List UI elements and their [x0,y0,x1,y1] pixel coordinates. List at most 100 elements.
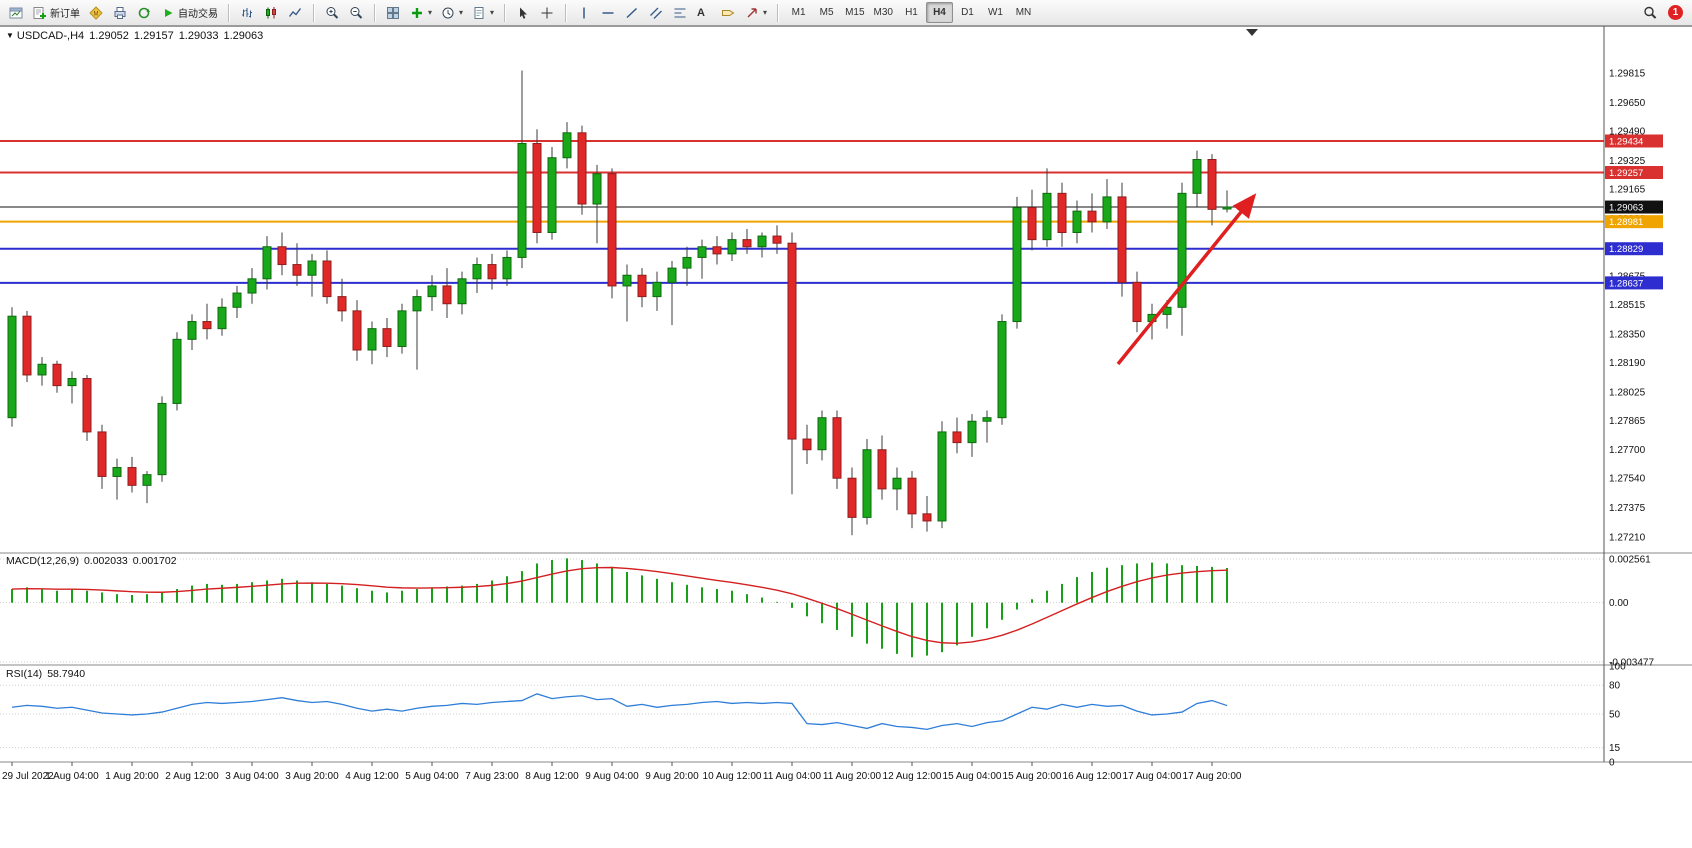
metaeditor-button[interactable]: M [85,2,108,23]
crosshair-button[interactable] [536,2,559,23]
timeframe-mn[interactable]: MN [1010,2,1037,23]
toolbar-separator [565,3,568,22]
time-tick-label: 7 Aug 23:00 [465,771,519,782]
candle-up [262,246,272,280]
candle-up [67,378,77,387]
timeframe-d1[interactable]: D1 [954,2,981,23]
candle-down [487,264,497,280]
arrow-tools-button[interactable]: ▾ [741,2,771,23]
timeframe-w1[interactable]: W1 [982,2,1009,23]
cursor-button[interactable] [512,2,535,23]
notification-badge[interactable]: 1 [1668,5,1683,20]
chart-menu-caret-icon[interactable]: ▼ [6,31,14,40]
time-tick-label: 9 Aug 20:00 [645,771,699,782]
rsi-axis-label: 0 [1609,758,1615,769]
candle-down [322,260,332,298]
zoom-in-button[interactable] [321,2,344,23]
candle-up [247,278,257,294]
autotrade-button[interactable]: 自动交易 [157,2,222,23]
text-label-button[interactable] [717,2,740,23]
shift-marker-icon[interactable] [1246,29,1258,36]
candle-up [1042,192,1052,241]
chart-canvas[interactable]: 1.29815 1.29650 1.29490 1.29325 1.29165 1.290… [0,26,1692,848]
timeframe-m5[interactable]: M5 [813,2,840,23]
horizontal-line-button[interactable] [597,2,620,23]
indicators-add-icon [410,6,424,20]
new-order-button[interactable]: 新订单 [29,2,84,23]
rsi-value: 58.7940 [47,668,86,680]
refresh-button[interactable] [133,2,156,23]
timeframe-h4[interactable]: H4 [925,2,953,23]
candle-down [577,132,587,205]
print-icon [113,6,127,20]
timeframe-m15[interactable]: M15 [841,2,868,23]
periods-button[interactable]: ▾ [437,2,467,23]
price-tick-label: 1.28515 [1609,300,1646,311]
candle-down [442,285,452,305]
time-tick-label: 4 Aug 12:00 [345,771,399,782]
candle-up [652,281,662,298]
zoom-out-button[interactable] [345,2,368,23]
print-button[interactable] [109,2,132,23]
candle-up [892,477,902,490]
macd-axis-label: -0.003477 [1609,658,1654,669]
price-tick-label: 1.27540 [1609,474,1646,485]
time-tick-label: 11 Aug 04:00 [763,771,822,782]
vertical-line-button[interactable] [573,2,596,23]
candle-up [982,417,992,422]
candle-up [817,417,827,451]
trend-arrow[interactable] [1116,193,1257,366]
search-icon [1643,6,1657,20]
timeframe-group: M1 M5 M15 M30 H1 H4 D1 W1 MN [785,2,1037,23]
price-tick-label: 1.29650 [1609,98,1646,109]
candle-down [1027,207,1037,241]
channel-button[interactable] [645,2,668,23]
search-button[interactable] [1639,2,1662,23]
candlestick-button[interactable] [260,2,283,23]
toolbar-separator [313,3,315,22]
crosshair-icon [540,6,554,20]
candle-up [667,267,677,283]
rsi-name: RSI(14) [6,668,43,680]
price-badge [1605,242,1663,256]
tile-windows-button[interactable] [382,2,405,23]
price-level-lines[interactable] [0,139,1604,284]
templates-button[interactable]: ▾ [468,2,498,23]
price-tick-label: 1.28350 [1609,330,1646,341]
timeframe-m30[interactable]: M30 [870,2,897,23]
line-chart-button[interactable] [284,2,307,23]
candle-down [1057,192,1067,234]
indicators-button[interactable]: ▾ [406,2,436,23]
timeframe-m1[interactable]: M1 [785,2,812,23]
fibonacci-button[interactable] [669,2,692,23]
time-tick-label: 11 Aug 20:00 [823,771,882,782]
price-tick-label: 1.27210 [1609,532,1646,543]
candle-down [637,274,647,298]
ohlc-high: 1.29157 [133,30,174,42]
chart-title: ▼ USDCAD-,H4 1.29052 1.29157 1.29033 1.29063 [6,30,268,42]
candle-up [427,285,437,298]
time-tick-label: 8 Aug 12:00 [525,771,579,782]
time-tick-label: 1 Aug 20:00 [105,771,159,782]
macd-axis-label: 0.00 [1609,598,1629,609]
candle-down [22,315,32,376]
candle-up [997,321,1007,419]
price-tick-label: 1.29490 [1609,127,1646,138]
candle-down [952,431,962,444]
chart-window-button[interactable] [5,2,28,23]
timeframe-h1[interactable]: H1 [898,2,925,23]
bar-chart-button[interactable] [236,2,259,23]
candle-down [82,378,92,433]
periods-clock-icon [441,6,455,20]
price-badge [1605,166,1663,180]
line-chart-icon [288,6,302,20]
candle-down [877,449,887,490]
rsi-line [11,693,1228,731]
rsi-axis-label: 100 [1609,662,1626,673]
text-button[interactable]: A [693,2,716,23]
fibonacci-icon [673,6,687,20]
price-tick-label: 1.29815 [1609,69,1646,80]
trendline-button[interactable] [621,2,644,23]
